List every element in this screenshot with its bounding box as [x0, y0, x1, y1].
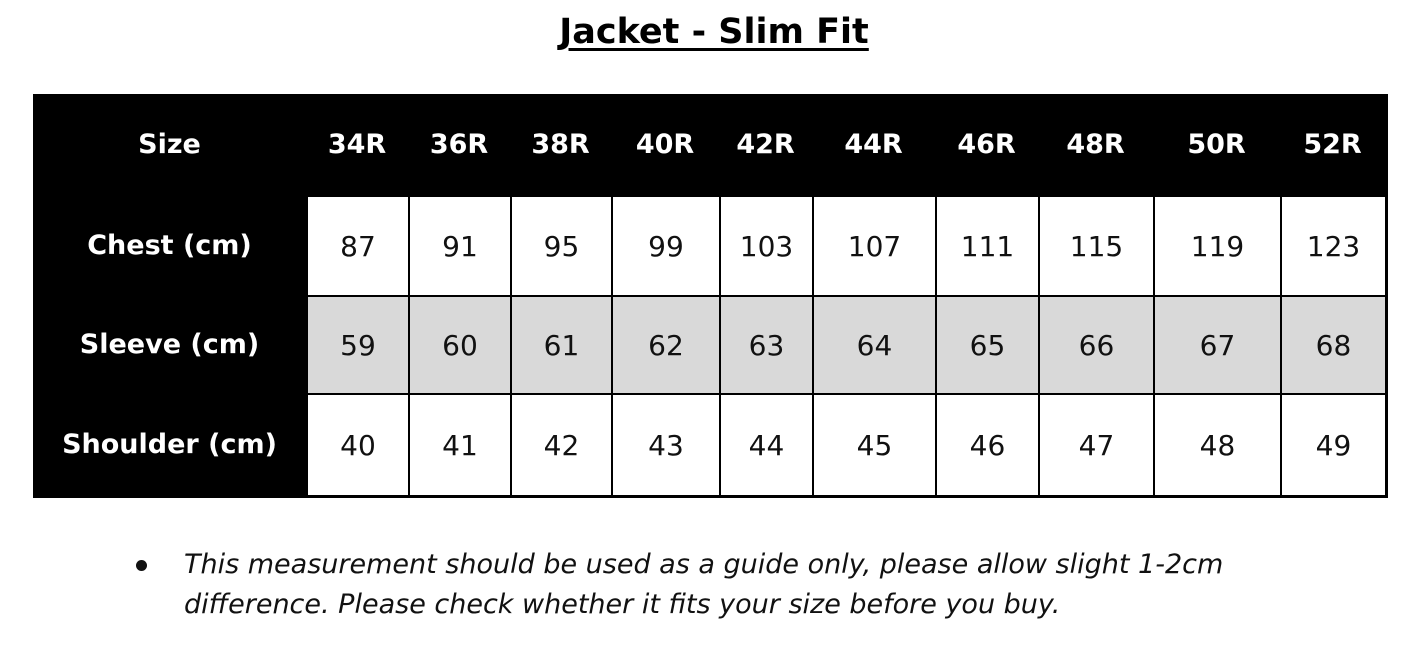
table-cell: 103: [719, 195, 812, 295]
measurement-note: This measurement should be used as a gui…: [184, 549, 1224, 620]
table-cell: 41: [408, 393, 510, 495]
table-cell: 60: [408, 295, 510, 393]
table-cell: 49: [1280, 393, 1385, 495]
table-cell: 66: [1038, 295, 1153, 393]
table-cell: 119: [1153, 195, 1280, 295]
header-size-42R: 42R: [736, 129, 795, 160]
table-cell: 62: [611, 295, 719, 393]
table-cell: 64: [812, 295, 935, 393]
table-cell: 46: [935, 393, 1038, 495]
header-size-40R: 40R: [635, 129, 695, 160]
header-size-34R: 34R: [327, 129, 387, 160]
table-cell: 47: [1038, 393, 1153, 495]
row-label: Chest (cm): [87, 229, 252, 261]
header-size-38R: 38R: [531, 129, 590, 160]
table-cell: 63: [719, 295, 812, 393]
table-cell: 99: [611, 195, 719, 295]
table-cell: 44: [719, 393, 812, 495]
table-cell: 42: [510, 393, 611, 495]
table-cell: 91: [408, 195, 510, 295]
table-cell: 45: [812, 393, 935, 495]
page-title: Jacket - Slim Fit: [559, 12, 869, 52]
row-label: Shoulder (cm): [62, 428, 277, 460]
header-size-label: Size: [138, 129, 201, 160]
table-cell: 87: [306, 195, 408, 295]
table-cell: 123: [1280, 195, 1385, 295]
header-size-46R: 46R: [957, 129, 1016, 160]
header-size-50R: 50R: [1187, 129, 1246, 160]
table-cell: 40: [306, 393, 408, 495]
table-cell: 67: [1153, 295, 1280, 393]
table-cell: 65: [935, 295, 1038, 393]
header-size-52R: 52R: [1303, 129, 1362, 160]
table-cell: 111: [935, 195, 1038, 295]
table-cell: 115: [1038, 195, 1153, 295]
size-chart-table: Size 34R 36R 38R 40R 42R 44R 46R 48R 50R 52R Chest …: [33, 94, 1388, 498]
table-cell: 61: [510, 295, 611, 393]
table-cell: 43: [611, 393, 719, 495]
table-cell: 68: [1280, 295, 1385, 393]
table-cell: 95: [510, 195, 611, 295]
table-cell: 107: [812, 195, 935, 295]
bullet-icon: [136, 560, 147, 571]
header-size-36R: 36R: [429, 129, 489, 160]
header-size-48R: 48R: [1066, 129, 1125, 160]
row-label: Sleeve (cm): [79, 328, 260, 360]
header-size-44R: 44R: [844, 129, 903, 160]
table-cell: 48: [1153, 393, 1280, 495]
table-cell: 59: [306, 295, 408, 393]
